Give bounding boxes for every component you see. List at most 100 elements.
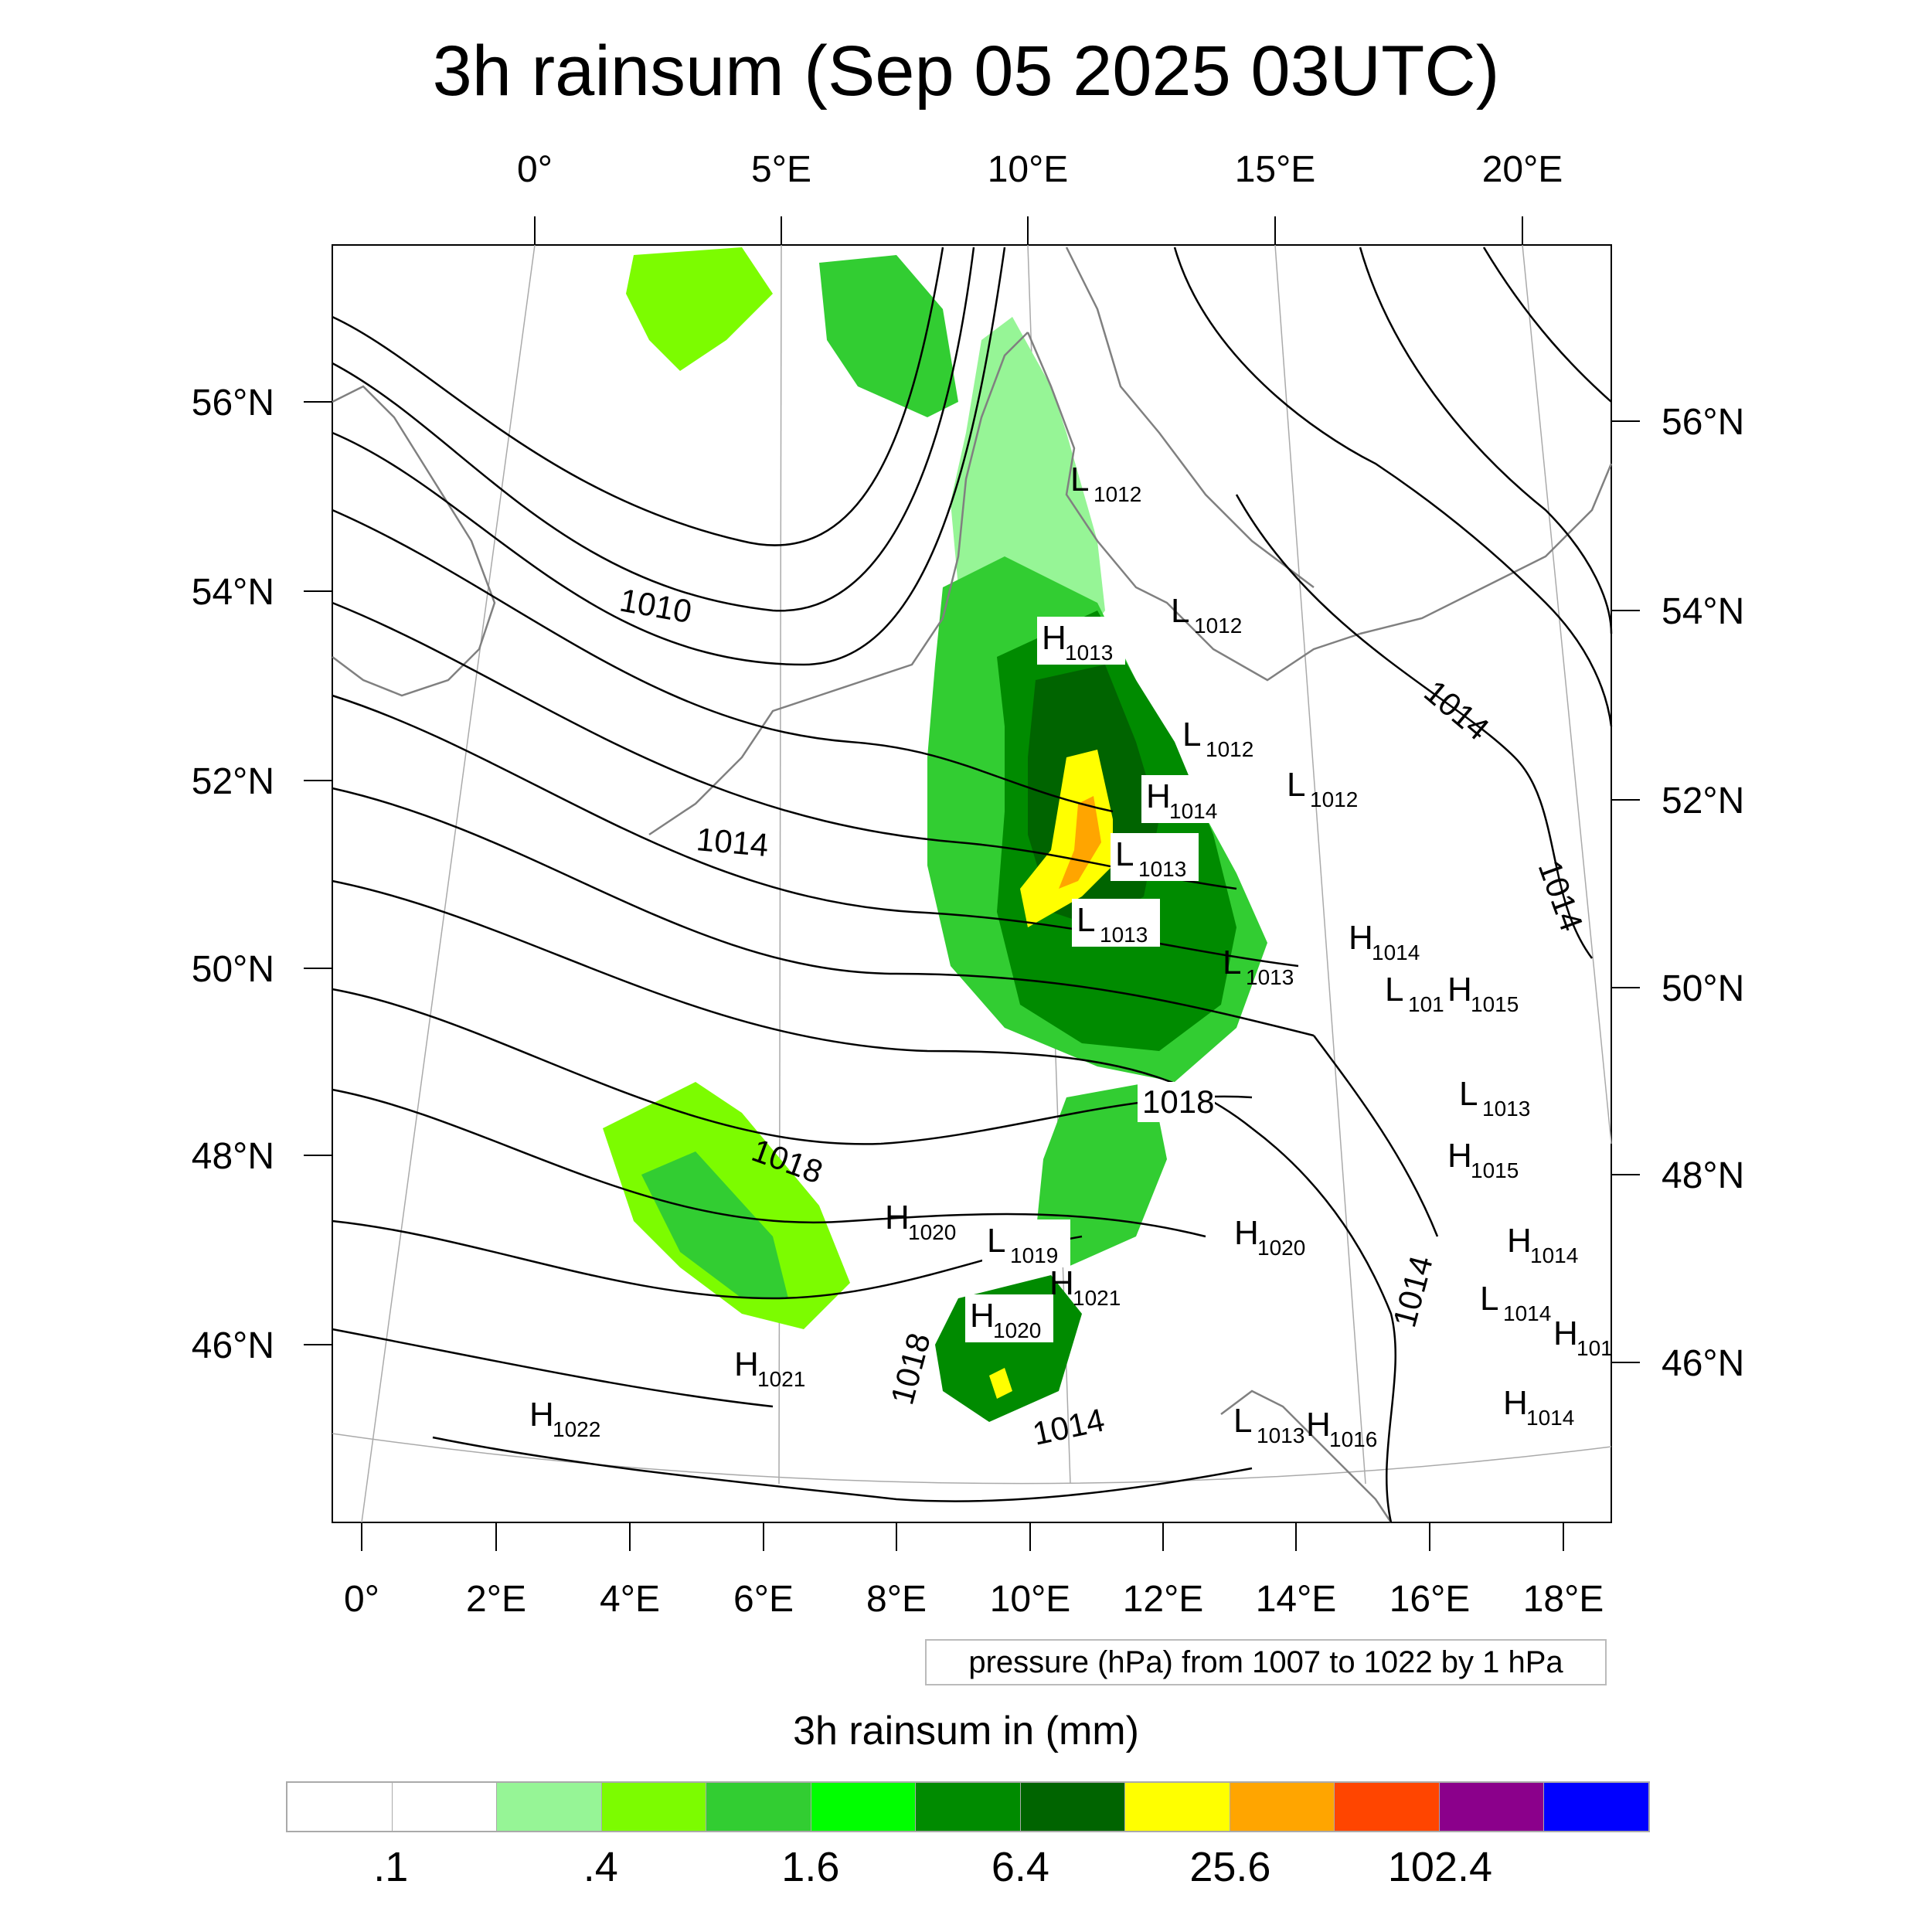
- right-lat-label: 56°N: [1662, 402, 1744, 443]
- left-lat-label: 50°N: [192, 949, 274, 990]
- isobar-label: 1018: [1142, 1083, 1214, 1120]
- pressure-center-box: [1141, 775, 1230, 823]
- pressure-center-type: L: [1115, 835, 1134, 873]
- pressure-center-value: 101: [1577, 1336, 1613, 1360]
- colorbar-cell: [1544, 1783, 1648, 1831]
- colorbar-cell: [811, 1783, 917, 1831]
- colorbar-cell: [1335, 1783, 1440, 1831]
- bottom-lon-label: 0°: [344, 1579, 379, 1620]
- bottom-lon-label: 10°E: [990, 1579, 1071, 1620]
- coast-uk: [332, 385, 496, 697]
- colorbar-label: 25.6: [1189, 1844, 1271, 1890]
- top-lon-label: 10°E: [988, 149, 1069, 190]
- pressure-center-value: 1013: [1138, 857, 1186, 881]
- pressure-center-type: H: [1553, 1315, 1578, 1352]
- pressure-center-type: L: [1459, 1075, 1478, 1113]
- right-lat-label: 54°N: [1662, 591, 1744, 632]
- left-lat-label: 54°N: [192, 572, 274, 613]
- pressure-center: L 1014: [1480, 1280, 1551, 1325]
- top-lon-label: 0°: [517, 149, 553, 190]
- colorbar-label: 102.4: [1387, 1844, 1493, 1890]
- pressure-center: L 1012: [1182, 716, 1253, 761]
- pressure-center: L 1012: [1287, 766, 1358, 811]
- pressure-center-type: L: [1182, 716, 1201, 753]
- coast-continent: [648, 332, 1029, 836]
- colorbar-cell: [1020, 1783, 1126, 1831]
- rain-area-lake: [989, 1368, 1012, 1399]
- coastlines: [332, 247, 1613, 1523]
- top-lon-label: 20°E: [1482, 149, 1563, 190]
- pressure-center-type: L: [1171, 592, 1189, 630]
- colorbar-cell: [497, 1783, 602, 1831]
- pressure-center-value: 1013: [1482, 1097, 1530, 1121]
- isobars: [332, 247, 1613, 1523]
- bottom-lon-label: 16°E: [1389, 1579, 1471, 1620]
- pressure-center-value: 1016: [1329, 1427, 1377, 1451]
- pressure-center-value: 1020: [908, 1220, 956, 1244]
- colorbar-label: .4: [583, 1844, 618, 1890]
- pressure-center-type: H: [1447, 1137, 1472, 1175]
- left-lat-label: 52°N: [192, 761, 274, 802]
- pressure-center-value: 1013: [1065, 641, 1113, 665]
- pressure-center-type: L: [1233, 1402, 1252, 1440]
- right-lat-label: 48°N: [1662, 1155, 1744, 1196]
- pressure-center: L 1012: [1070, 461, 1141, 506]
- pressure-center: L 1012: [1171, 592, 1242, 638]
- label-box: [1138, 1082, 1215, 1122]
- pressure-center-value: 1014: [1503, 1301, 1551, 1325]
- colorbar-cell: [392, 1783, 498, 1831]
- pressure-center-type: L: [1480, 1280, 1498, 1318]
- pressure-center-value: 1014: [1530, 1243, 1578, 1267]
- pressure-center-type: H: [1447, 971, 1472, 1009]
- pressure-center-type: H: [529, 1396, 554, 1434]
- colorbar: [286, 1781, 1650, 1832]
- bottom-lon-label: 2°E: [466, 1579, 526, 1620]
- pressure-center-value: 1013: [1100, 923, 1148, 947]
- left-lat-labels: 56°N 54°N 52°N 50°N 48°N 46°N: [192, 383, 274, 1366]
- colorbar-cell: [1125, 1783, 1230, 1831]
- top-lon-label: 15°E: [1235, 149, 1316, 190]
- isobar-label: 1014: [695, 821, 770, 863]
- pressure-center-value: 1020: [993, 1318, 1041, 1342]
- pressure-center-type: L: [1070, 461, 1089, 498]
- pressure-center-type: H: [1042, 619, 1066, 657]
- pressure-center-type: H: [885, 1199, 910, 1236]
- coast-denmark: [1026, 332, 1361, 682]
- pressure-center-type: H: [1049, 1264, 1074, 1302]
- colorbar-cell: [916, 1783, 1021, 1831]
- map-title: 3h rainsum (Sep 05 2025 03UTC): [432, 32, 1500, 111]
- pressure-center-value: 1021: [757, 1367, 805, 1391]
- rain-area-west-dark: [641, 1151, 788, 1298]
- pressure-center: L 1013: [1459, 1075, 1530, 1121]
- colorbar-label: 6.4: [991, 1844, 1049, 1890]
- pressure-center-value: 1012: [1206, 737, 1253, 761]
- bottom-lon-label: 18°E: [1523, 1579, 1604, 1620]
- pressure-center-type: L: [1077, 901, 1095, 939]
- top-lon-labels: 0° 5°E 10°E 15°E 20°E: [517, 149, 1563, 190]
- colorbar-cell: [706, 1783, 811, 1831]
- pressure-center-value: 1022: [553, 1417, 600, 1441]
- pressure-center-box: [1037, 617, 1125, 665]
- colorbar-label: .1: [373, 1844, 409, 1890]
- pressure-center: L 1013: [1072, 899, 1160, 947]
- colorbar-cell: [601, 1783, 707, 1831]
- top-lon-label: 5°E: [751, 149, 811, 190]
- pressure-center-value: 1019: [1010, 1243, 1058, 1267]
- pressure-center-type: L: [987, 1222, 1005, 1260]
- pressure-center-type: H: [970, 1297, 995, 1335]
- coast-scandinavia: [1065, 247, 1315, 588]
